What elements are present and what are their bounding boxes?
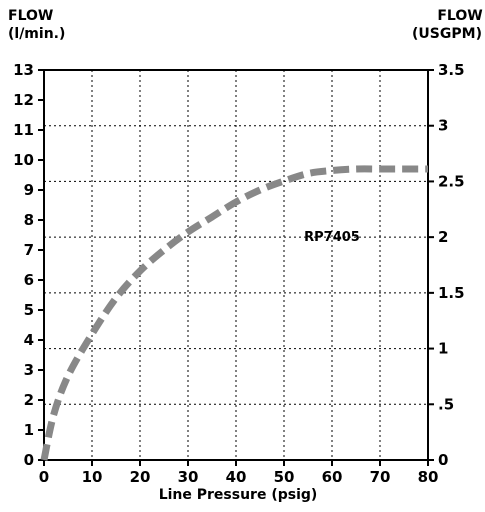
left-axis-title-line2: (l/min.) xyxy=(8,26,65,42)
y-left-tick-label: 8 xyxy=(24,211,34,229)
y-left-tick-label: 1 xyxy=(24,421,34,439)
x-tick-label: 30 xyxy=(178,468,199,486)
x-tick-label: 80 xyxy=(418,468,439,486)
right-axis-title-line1: FLOW xyxy=(437,8,482,24)
y-left-tick-label: 6 xyxy=(24,271,34,289)
y-left-tick-label: 7 xyxy=(24,241,34,259)
y-right-tick-label: 1 xyxy=(438,340,448,358)
y-right-tick-label: 3 xyxy=(438,117,448,135)
y-right-tick-label: 3.5 xyxy=(438,61,465,79)
x-axis-title: Line Pressure (psig) xyxy=(159,487,318,503)
y-left-tick-label: 13 xyxy=(13,61,34,79)
y-left-tick-label: 3 xyxy=(24,361,34,379)
x-tick-label: 40 xyxy=(226,468,247,486)
labels-layer: FLOW (l/min.) FLOW (USGPM) Line Pressure… xyxy=(8,8,483,503)
y-left-tick-label: 0 xyxy=(24,451,34,469)
x-tick-label: 0 xyxy=(39,468,49,486)
y-left-tick-label: 5 xyxy=(24,301,34,319)
y-left-tick-label: 9 xyxy=(24,181,34,199)
series-layer xyxy=(40,165,428,461)
y-left-tick-label: 11 xyxy=(13,121,34,139)
x-tick-label: 20 xyxy=(130,468,151,486)
x-tick-label: 60 xyxy=(322,468,343,486)
y-right-tick-label: 0 xyxy=(438,451,448,469)
y-left-tick-label: 12 xyxy=(13,91,34,109)
left-axis-title-line1: FLOW xyxy=(8,8,53,24)
right-axis-title-line2: (USGPM) xyxy=(412,26,482,42)
y-right-tick-label: 1.5 xyxy=(438,284,465,302)
x-tick-label: 70 xyxy=(370,468,391,486)
series-label-rp7405: RP7405 xyxy=(304,230,360,245)
y-left-tick-label: 10 xyxy=(13,151,34,169)
y-left-tick-label: 4 xyxy=(24,331,34,349)
y-right-tick-label: 2.5 xyxy=(438,172,465,190)
grid-layer xyxy=(44,70,428,460)
y-right-tick-label: 2 xyxy=(438,228,448,246)
y-left-tick-label: 2 xyxy=(24,391,34,409)
ticks-layer: 0 10 20 30 40 50 60 70 800123456789101112130.511… xyxy=(13,61,464,486)
series-line-rp7405 xyxy=(40,165,428,461)
x-tick-label: 10 xyxy=(82,468,103,486)
x-tick-label: 50 xyxy=(274,468,295,486)
y-right-tick-label: .5 xyxy=(438,395,454,413)
